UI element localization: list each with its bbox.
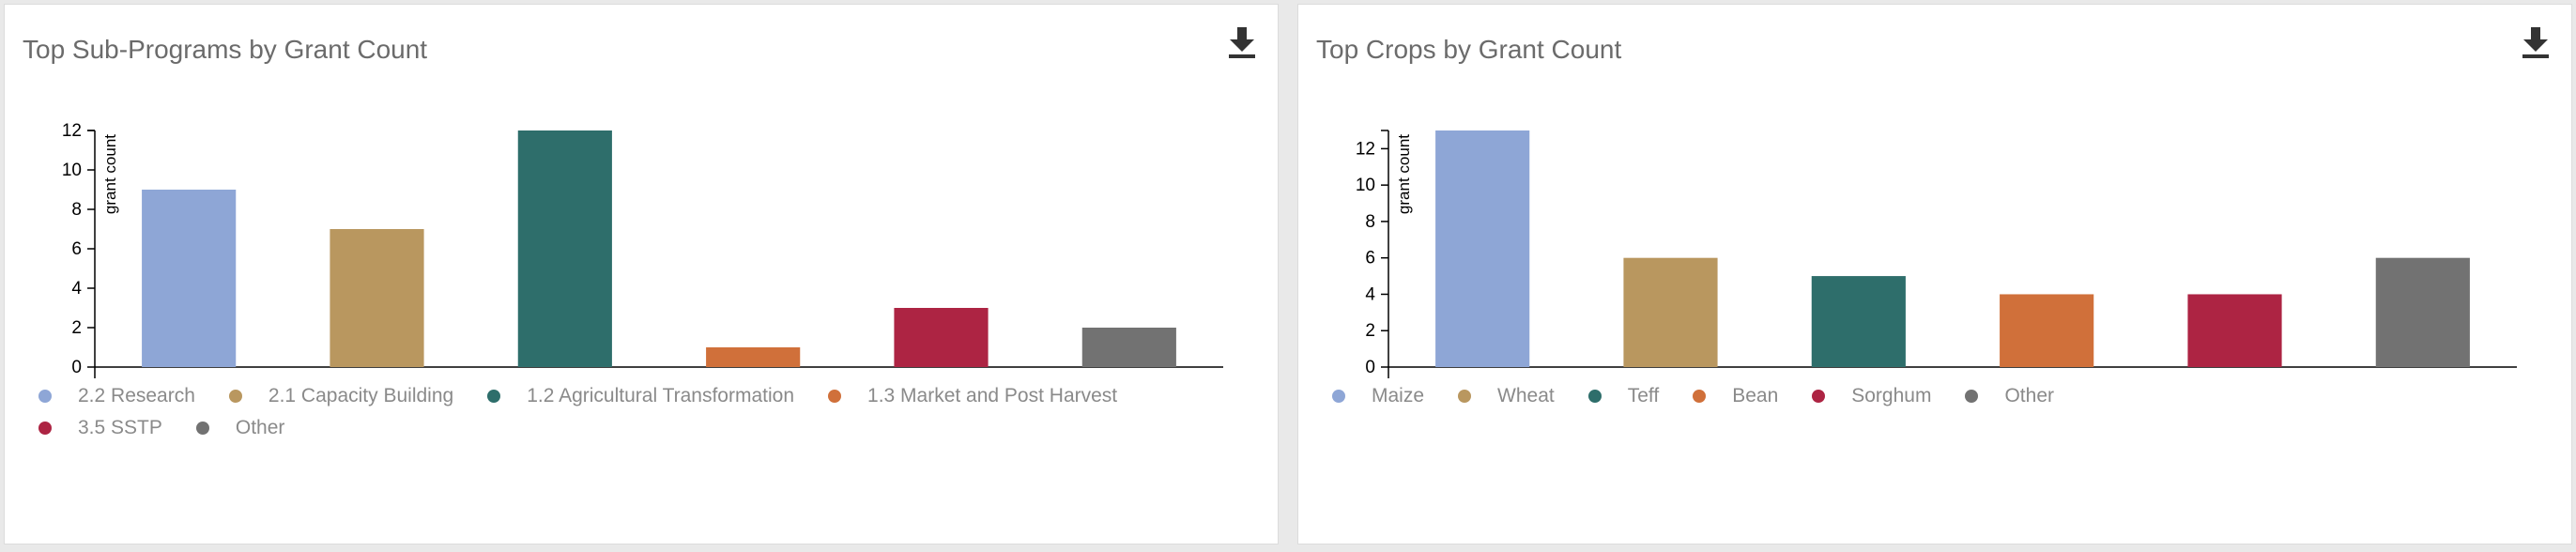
legend-label: 1.3 Market and Post Harvest bbox=[867, 385, 1118, 406]
bar[interactable] bbox=[894, 308, 989, 367]
chart-legend: Maize Wheat Teff Bean Sorghum Other bbox=[1332, 385, 2496, 406]
download-icon bbox=[2522, 27, 2549, 58]
legend-item[interactable]: Other bbox=[1965, 385, 2054, 406]
legend-item[interactable]: 1.3 Market and Post Harvest bbox=[828, 385, 1118, 406]
bar[interactable] bbox=[706, 347, 801, 367]
y-tick-label: 4 bbox=[71, 279, 82, 299]
legend-label: Bean bbox=[1732, 385, 1779, 406]
bar[interactable] bbox=[2187, 294, 2282, 367]
legend-item[interactable]: Teff bbox=[1587, 385, 1660, 406]
legend-item[interactable]: 2.2 Research bbox=[38, 385, 195, 406]
legend-label: Other bbox=[235, 417, 285, 438]
legend-label: 3.5 SSTP bbox=[78, 417, 162, 438]
legend-item[interactable]: Maize bbox=[1332, 385, 1425, 406]
bar[interactable] bbox=[1811, 276, 1906, 367]
legend-item[interactable]: Other bbox=[195, 417, 285, 438]
legend-label: Sorghum bbox=[1851, 385, 1932, 406]
legend-label: Wheat bbox=[1497, 385, 1555, 406]
y-tick-label: 6 bbox=[1365, 249, 1375, 268]
legend-label: 2.2 Research bbox=[78, 385, 195, 406]
chart-legend: 2.2 Research 2.1 Capacity Building 1.2 Agr… bbox=[38, 385, 1203, 438]
legend-item[interactable]: Wheat bbox=[1458, 385, 1555, 406]
legend-item[interactable]: 1.2 Agricultural Transformation bbox=[487, 385, 795, 406]
panel-title: Top Sub-Programs by Grant Count bbox=[23, 35, 428, 64]
bar[interactable] bbox=[1081, 328, 1176, 367]
legend-swatch bbox=[1965, 390, 1979, 403]
y-tick-label: 0 bbox=[71, 358, 82, 377]
legend-swatch bbox=[1587, 390, 1602, 403]
bar-chart: 0 2 4 6 8 10 12 grant count bbox=[1356, 130, 2517, 378]
legend-label: 2.1 Capacity Building bbox=[268, 385, 454, 406]
bar[interactable] bbox=[142, 190, 237, 367]
legend-swatch bbox=[195, 422, 209, 435]
y-tick-label: 4 bbox=[1365, 284, 1375, 304]
y-tick-label: 6 bbox=[71, 239, 82, 259]
bar[interactable] bbox=[330, 229, 424, 367]
y-tick-label: 2 bbox=[71, 318, 82, 338]
legend-swatch bbox=[1812, 390, 1826, 403]
legend-item[interactable]: Sorghum bbox=[1812, 385, 1932, 406]
bar[interactable] bbox=[517, 130, 612, 367]
chart-panel-sub-programs: Top Sub-Programs by Grant Count 0 2 4 6 8 10 1… bbox=[4, 4, 1279, 544]
download-icon bbox=[1229, 27, 1255, 58]
download-button[interactable] bbox=[2521, 25, 2551, 59]
y-tick-label: 10 bbox=[62, 161, 82, 180]
panel-title: Top Crops by Grant Count bbox=[1316, 35, 1622, 64]
y-tick-label: 8 bbox=[71, 200, 82, 220]
bar-chart: 0 2 4 6 8 10 12 grant count bbox=[62, 121, 1223, 378]
y-axis-label: grant count bbox=[1395, 134, 1413, 214]
y-tick-label: 10 bbox=[1356, 176, 1375, 195]
bar[interactable] bbox=[1623, 257, 1718, 367]
legend-label: Other bbox=[2004, 385, 2054, 406]
legend-swatch bbox=[828, 390, 842, 403]
chart-panel-crops: Top Crops by Grant Count 0 2 4 6 8 10 12 grant … bbox=[1297, 4, 2572, 544]
y-tick-label: 8 bbox=[1365, 212, 1375, 232]
legend-item[interactable]: Bean bbox=[1693, 385, 1779, 406]
legend-swatch bbox=[1458, 390, 1472, 403]
y-axis-label: grant count bbox=[101, 134, 119, 214]
legend-item[interactable]: 2.1 Capacity Building bbox=[228, 385, 454, 406]
y-tick-label: 12 bbox=[1356, 139, 1375, 159]
legend-swatch bbox=[1693, 390, 1707, 403]
y-tick-label: 0 bbox=[1365, 358, 1375, 377]
bar[interactable] bbox=[2000, 294, 2094, 367]
legend-label: Teff bbox=[1627, 385, 1660, 406]
legend-label: 1.2 Agricultural Transformation bbox=[527, 385, 795, 406]
download-button[interactable] bbox=[1227, 25, 1257, 59]
bar[interactable] bbox=[1435, 130, 1530, 367]
y-tick-label: 12 bbox=[62, 121, 82, 141]
y-tick-label: 2 bbox=[1365, 321, 1375, 341]
legend-label: Maize bbox=[1372, 385, 1425, 406]
legend-item[interactable]: 3.5 SSTP bbox=[38, 417, 162, 438]
legend-swatch bbox=[38, 390, 52, 403]
bar[interactable] bbox=[2375, 257, 2470, 367]
legend-swatch bbox=[38, 422, 52, 435]
legend-swatch bbox=[228, 390, 242, 403]
legend-swatch bbox=[1332, 390, 1345, 403]
legend-swatch bbox=[487, 390, 501, 403]
